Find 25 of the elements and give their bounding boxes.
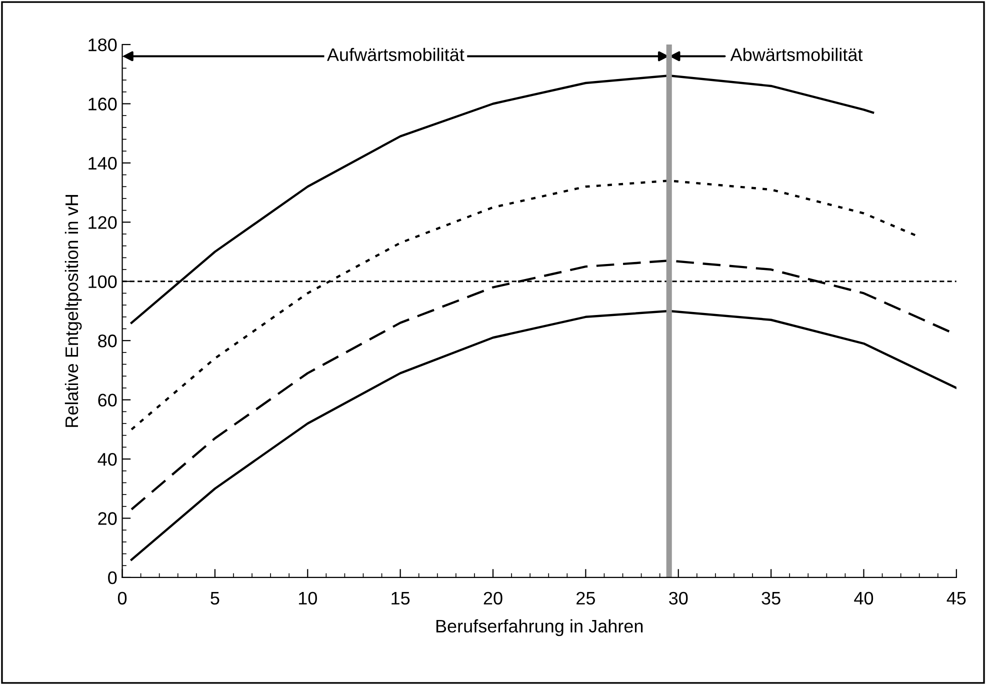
x-tick-label: 45: [946, 592, 966, 605]
x-tick-label: 10: [298, 592, 317, 605]
x-tick-label: 40: [854, 592, 874, 605]
line-series: [130, 310, 956, 561]
annotation: Aufwärtsmobilität: [326, 48, 464, 62]
x-tick-label: 0: [118, 592, 127, 605]
y-tick-label: 120: [88, 216, 117, 229]
x-tick-label: 15: [392, 592, 410, 605]
x-axis-title: Berufserfahrung in Jahren: [436, 619, 643, 636]
y-tick-label: 100: [88, 275, 117, 288]
x-tick-label: 20: [484, 592, 502, 605]
x-tick-label: 5: [210, 592, 220, 605]
y-tick-label: 160: [88, 98, 117, 110]
x-tick-label: 25: [576, 592, 595, 605]
x-tick-label: 35: [762, 592, 780, 605]
y-tick-label: 180: [88, 38, 117, 52]
y-axis-title: Relative Entgeltposition in vH: [64, 195, 82, 427]
annotation: Abwärtsmobilität: [730, 48, 863, 62]
y-tick-label: 80: [98, 334, 117, 348]
y-tick-label: 20: [98, 512, 117, 525]
y-tick-label: 60: [98, 394, 117, 407]
y-tick-label: 40: [98, 452, 117, 466]
x-tick-label: 30: [669, 592, 688, 605]
y-tick-label: 0: [108, 571, 117, 584]
y-tick-label: 140: [88, 156, 117, 170]
